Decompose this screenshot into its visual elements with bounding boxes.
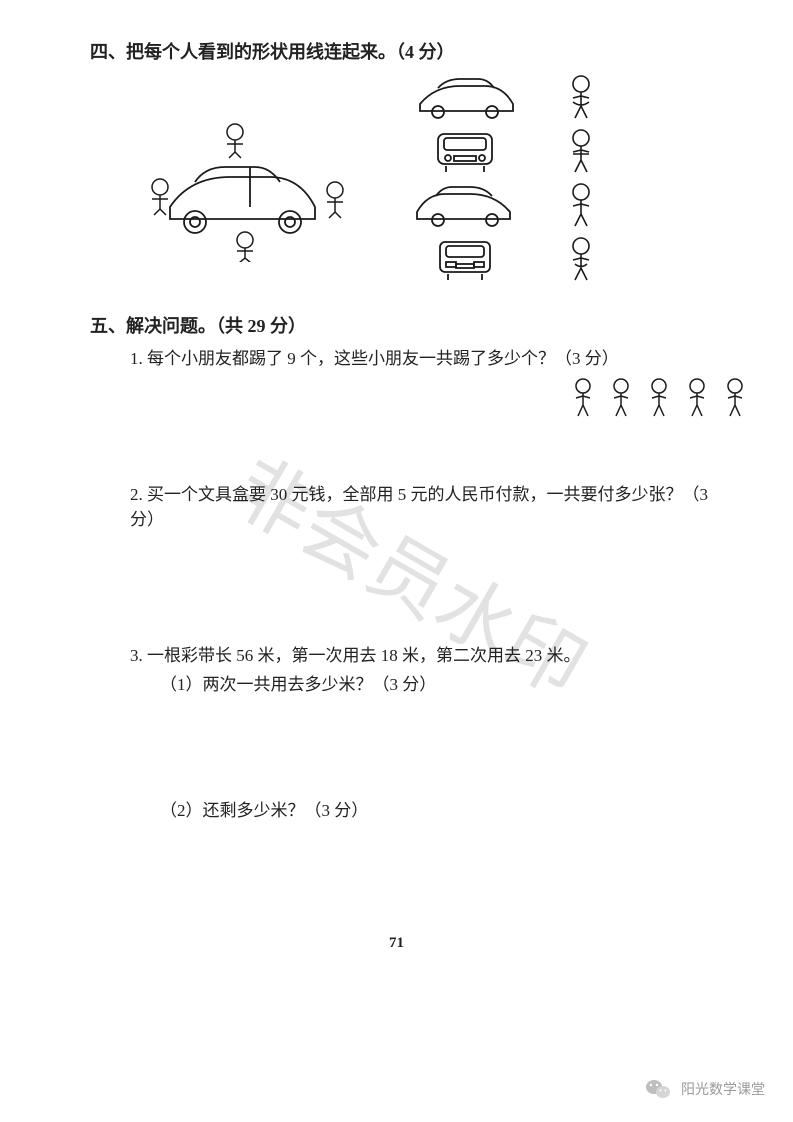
q-number: 3. [130, 646, 143, 665]
q-text: 每个小朋友都踢了 9 个，这些小朋友一共踢了多少个？（3 分） [147, 349, 619, 368]
car-view-front [410, 126, 520, 174]
car-with-observers [140, 112, 350, 262]
child-icon [560, 180, 602, 232]
page-number: 71 [0, 935, 793, 952]
car-view-side2 [410, 180, 520, 228]
observers-column [560, 72, 620, 286]
q1-children-illustration [563, 372, 753, 434]
car-views-column [410, 72, 520, 282]
q5-3: 3. 一根彩带长 56 米，第一次用去 18 米，第二次用去 23 米。 （1）… [130, 643, 723, 824]
q-text: 买一个文具盒要 30 元钱，全部用 5 元的人民币付款，一共要付多少张？（3 分… [130, 485, 708, 530]
q5-1: 1. 每个小朋友都踢了 9 个，这些小朋友一共踢了多少个？（3 分） [130, 346, 723, 372]
child-icon [560, 234, 602, 286]
child-icon [560, 126, 602, 178]
wechat-icon [645, 1078, 671, 1100]
q-text: 一根彩带长 56 米，第一次用去 18 米，第二次用去 23 米。 [147, 646, 581, 665]
car-view-side [410, 72, 520, 120]
car-view-rear [410, 234, 520, 282]
child-icon [560, 72, 602, 124]
footer-text: 阳光数学课堂 [681, 1079, 765, 1099]
q5-2: 2. 买一个文具盒要 30 元钱，全部用 5 元的人民币付款，一共要付多少张？（… [130, 482, 723, 533]
q5-3-sub2: （2）还剩多少米？（3 分） [160, 798, 723, 824]
section4-heading: 四、把每个人看到的形状用线连起来。（4 分） [90, 38, 723, 64]
q-number: 2. [130, 485, 143, 504]
page-content: 四、把每个人看到的形状用线连起来。（4 分） [90, 38, 723, 823]
section5-heading: 五、解决问题。（共 29 分） [90, 312, 723, 338]
footer: 阳光数学课堂 [645, 1078, 765, 1100]
q5-3-sub1: （1）两次一共用去多少米？（3 分） [160, 672, 723, 698]
q-number: 1. [130, 349, 143, 368]
q4-matching-figure [140, 72, 640, 302]
